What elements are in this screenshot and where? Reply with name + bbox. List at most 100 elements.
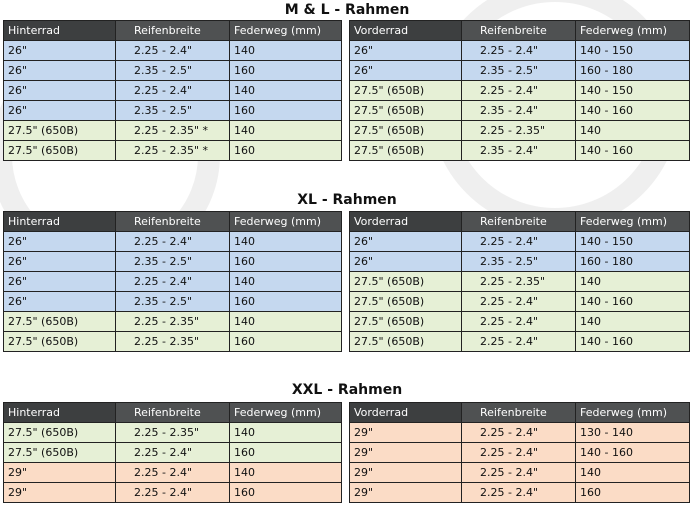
header-cell: Vorderrad [349, 20, 462, 41]
tire-width-cell: 2.25 - 2.4" [461, 231, 576, 252]
wheel-size-cell: 27.5" (650B) [349, 311, 462, 332]
wheel-size-cell: 26" [349, 60, 462, 81]
wheel-size-cell: 26" [349, 251, 462, 272]
table-row: 26" 2.25 - 2.4" 140 [3, 80, 342, 101]
wheel-size-cell: 26" [3, 271, 116, 292]
section-title-xl: XL - Rahmen [297, 192, 397, 208]
wheel-size-cell: 27.5" (650B) [3, 422, 116, 443]
tire-width-cell: 2.25 - 2.4" [461, 331, 576, 352]
section-title-m-l: M & L - Rahmen [284, 2, 410, 18]
header-cell: Reifenbreite [461, 20, 576, 41]
table-row: 26" 2.35 - 2.5" 160 [3, 291, 342, 312]
table-row: 27.5" (650B) 2.25 - 2.4" 140 - 160 [349, 331, 690, 352]
wheel-size-cell: 27.5" (650B) [3, 120, 116, 141]
wheel-size-cell: 29" [349, 422, 462, 443]
wheel-size-cell: 29" [349, 462, 462, 483]
wheel-size-cell: 27.5" (650B) [349, 291, 462, 312]
header-cell: Reifenbreite [461, 402, 576, 423]
tire-width-cell: 2.35 - 2.5" [115, 251, 230, 272]
table-row: 26" 2.25 - 2.4" 140 - 150 [349, 40, 690, 61]
table-row: 29" 2.25 - 2.4" 130 - 140 [349, 422, 690, 443]
table-xl-rear: Hinterrad Reifenbreite Federweg (mm) 26"… [3, 211, 342, 352]
table-m-l-rear: Hinterrad Reifenbreite Federweg (mm) 26"… [3, 20, 342, 161]
table-row: 27.5" (650B) 2.25 - 2.35" * 140 [3, 120, 342, 141]
tire-width-cell: 2.25 - 2.4" [115, 442, 230, 463]
tire-width-cell: 2.25 - 2.35" [115, 331, 230, 352]
travel-cell: 160 [229, 482, 342, 503]
travel-cell: 140 [575, 462, 690, 483]
travel-cell: 140 - 160 [575, 442, 690, 463]
tire-width-cell: 2.25 - 2.35" [461, 120, 576, 141]
travel-cell: 160 [229, 291, 342, 312]
header-cell: Reifenbreite [115, 20, 230, 41]
travel-cell: 160 [575, 482, 690, 503]
tire-width-cell: 2.25 - 2.4" [461, 442, 576, 463]
table-row: 26" 2.35 - 2.5" 160 [3, 60, 342, 81]
travel-cell: 160 [229, 442, 342, 463]
table-row: 27.5" (650B) 2.25 - 2.35" 140 [3, 311, 342, 332]
header-cell: Federweg (mm) [229, 211, 342, 232]
tire-width-cell: 2.35 - 2.5" [461, 60, 576, 81]
travel-cell: 140 [575, 120, 690, 141]
travel-cell: 160 [229, 60, 342, 81]
tire-width-cell: 2.35 - 2.4" [461, 100, 576, 121]
header-cell: Hinterrad [3, 402, 116, 423]
header-cell: Vorderrad [349, 402, 462, 423]
table-row: 29" 2.25 - 2.4" 140 [3, 462, 342, 483]
wheel-size-cell: 26" [3, 60, 116, 81]
travel-cell: 140 - 160 [575, 331, 690, 352]
tire-width-cell: 2.25 - 2.4" [461, 291, 576, 312]
travel-cell: 140 - 150 [575, 231, 690, 252]
wheel-size-cell: 29" [3, 462, 116, 483]
wheel-size-cell: 26" [3, 251, 116, 272]
travel-cell: 140 [229, 80, 342, 101]
table-row: 29" 2.25 - 2.4" 140 - 160 [349, 442, 690, 463]
table-row: 26" 2.25 - 2.4" 140 [3, 271, 342, 292]
wheel-size-cell: 26" [349, 231, 462, 252]
header-cell: Federweg (mm) [229, 402, 342, 423]
tire-width-cell: 2.25 - 2.35" [461, 271, 576, 292]
table-row: 27.5" (650B) 2.25 - 2.4" 140 [349, 311, 690, 332]
travel-cell: 140 [575, 311, 690, 332]
travel-cell: 160 [229, 100, 342, 121]
tire-width-cell: 2.25 - 2.4" [115, 80, 230, 101]
wheel-size-cell: 26" [3, 40, 116, 61]
wheel-size-cell: 27.5" (650B) [3, 331, 116, 352]
wheel-size-cell: 27.5" (650B) [349, 120, 462, 141]
travel-cell: 160 - 180 [575, 251, 690, 272]
travel-cell: 140 - 150 [575, 40, 690, 61]
tire-width-cell: 2.25 - 2.4" [461, 482, 576, 503]
table-row: 29" 2.25 - 2.4" 160 [349, 482, 690, 503]
wheel-size-cell: 27.5" (650B) [3, 311, 116, 332]
table-row: 27.5" (650B) 2.25 - 2.35" 160 [3, 331, 342, 352]
table-row: 27.5" (650B) 2.25 - 2.4" 160 [3, 442, 342, 463]
wheel-size-cell: 27.5" (650B) [349, 331, 462, 352]
tire-width-cell: 2.25 - 2.4" [115, 40, 230, 61]
tire-width-cell: 2.25 - 2.4" [115, 231, 230, 252]
travel-cell: 140 - 150 [575, 80, 690, 101]
table-row: 26" 2.35 - 2.5" 160 [3, 251, 342, 272]
header-cell: Federweg (mm) [575, 20, 690, 41]
wheel-size-cell: 29" [3, 482, 116, 503]
tire-width-cell: 2.35 - 2.5" [115, 60, 230, 81]
tire-width-cell: 2.25 - 2.4" [461, 40, 576, 61]
tire-width-cell: 2.25 - 2.35" * [115, 120, 230, 141]
wheel-size-cell: 27.5" (650B) [349, 80, 462, 101]
table-row: 26" 2.35 - 2.5" 160 - 180 [349, 60, 690, 81]
wheel-size-cell: 27.5" (650B) [349, 271, 462, 292]
table-m-l-front: Vorderrad Reifenbreite Federweg (mm) 26"… [349, 20, 690, 161]
travel-cell: 140 [229, 271, 342, 292]
header-cell: Federweg (mm) [575, 402, 690, 423]
tire-width-cell: 2.35 - 2.5" [115, 291, 230, 312]
travel-cell: 160 [229, 251, 342, 272]
wheel-size-cell: 26" [3, 231, 116, 252]
tire-width-cell: 2.25 - 2.4" [115, 482, 230, 503]
table-row: 27.5" (650B) 2.25 - 2.4" 140 - 160 [349, 291, 690, 312]
table-xxl-front: Vorderrad Reifenbreite Federweg (mm) 29"… [349, 402, 690, 503]
tire-width-cell: 2.35 - 2.5" [115, 100, 230, 121]
header-cell: Reifenbreite [461, 211, 576, 232]
table-row: 26" 2.35 - 2.5" 160 - 180 [349, 251, 690, 272]
travel-cell: 140 [229, 311, 342, 332]
wheel-size-cell: 29" [349, 442, 462, 463]
wheel-size-cell: 27.5" (650B) [349, 140, 462, 161]
